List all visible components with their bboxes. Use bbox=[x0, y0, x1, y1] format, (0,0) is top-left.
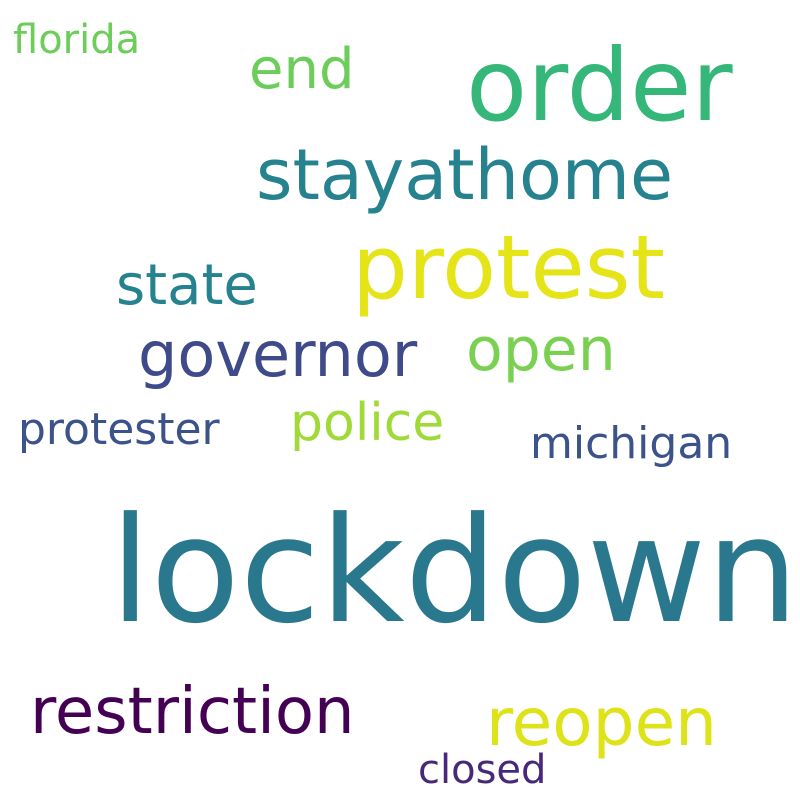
word-lockdown: lockdown bbox=[110, 486, 799, 656]
word-end: end bbox=[249, 37, 355, 102]
word-order: order bbox=[466, 27, 733, 144]
word-open: open bbox=[466, 315, 616, 385]
word-police: police bbox=[290, 393, 445, 453]
word-closed: closed bbox=[418, 747, 547, 793]
word-michigan: michigan bbox=[530, 418, 733, 469]
word-reopen: reopen bbox=[486, 684, 717, 761]
word-protester: protester bbox=[18, 404, 220, 455]
word-restriction: restriction bbox=[30, 675, 355, 749]
word-state: state bbox=[116, 253, 258, 318]
word-governor: governor bbox=[138, 318, 418, 391]
word-protest: protest bbox=[352, 216, 665, 319]
word-florida: florida bbox=[13, 17, 141, 63]
word-stayathome: stayathome bbox=[256, 134, 674, 216]
